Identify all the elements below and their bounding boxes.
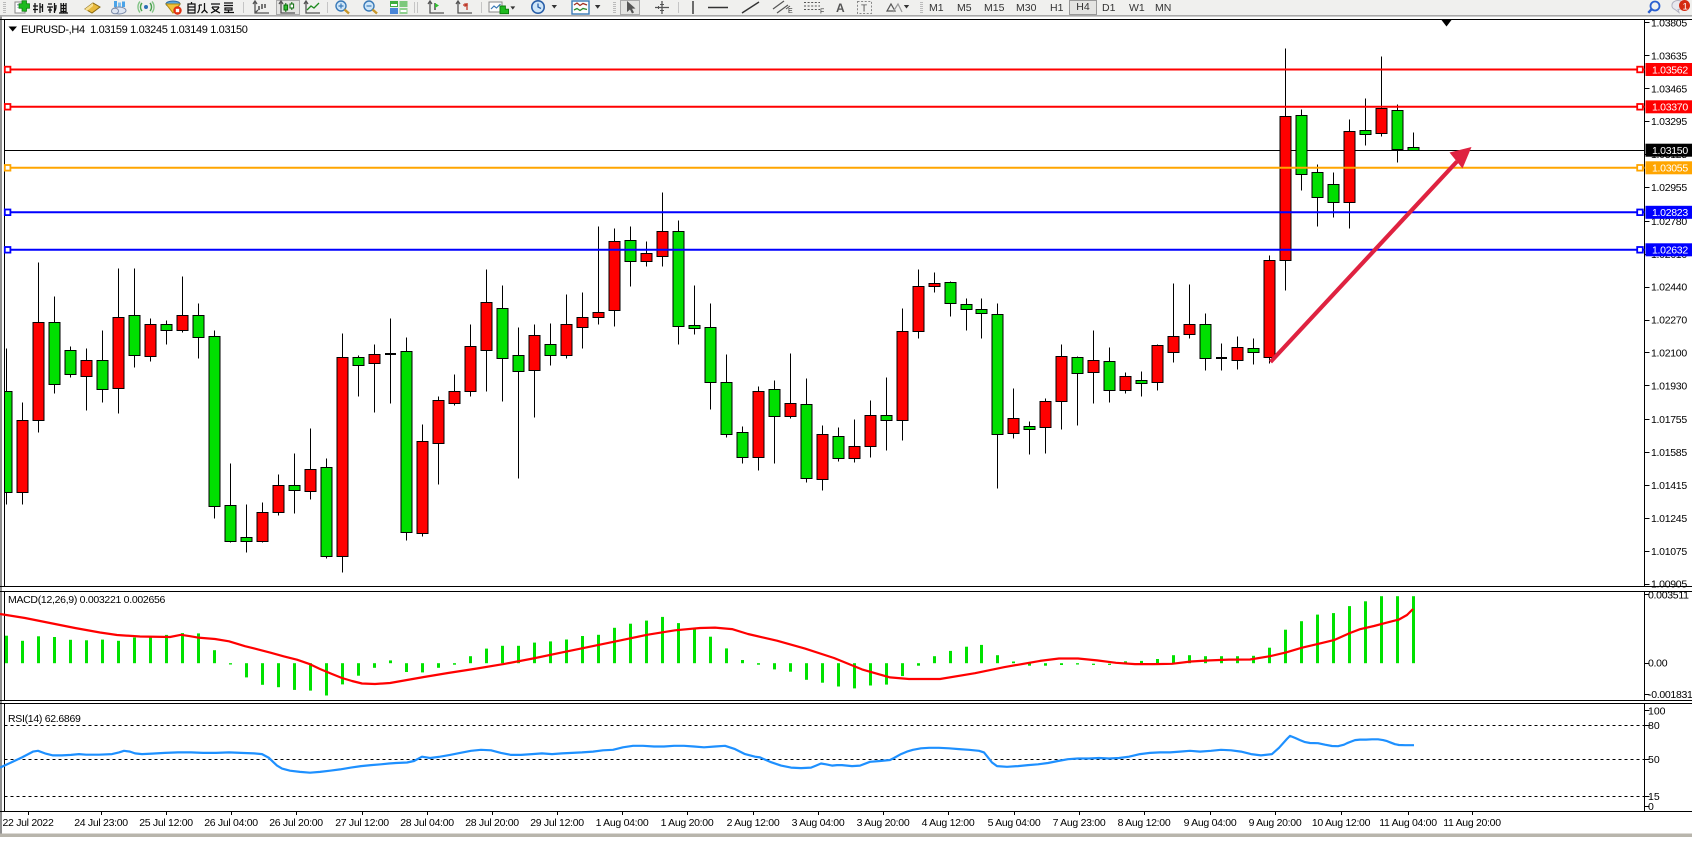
svg-text:1.01755: 1.01755	[1651, 414, 1687, 426]
svg-text:1.01415: 1.01415	[1651, 480, 1687, 492]
svg-text:1.03562: 1.03562	[1652, 64, 1688, 76]
svg-text:0.00: 0.00	[1648, 658, 1668, 670]
svg-text:11 Aug 04:00: 11 Aug 04:00	[1379, 817, 1437, 829]
svg-text:26 Jul 20:00: 26 Jul 20:00	[269, 817, 323, 829]
svg-text:EURUSD-,H4 1.03159 1.03245 1.: EURUSD-,H4 1.03159 1.03245 1.03149 1.031…	[21, 24, 248, 36]
svg-text:E: E	[788, 8, 793, 15]
svg-text:1.03150: 1.03150	[1652, 145, 1688, 157]
svg-text:4 Aug 12:00: 4 Aug 12:00	[922, 817, 975, 829]
svg-text:1.03055: 1.03055	[1652, 163, 1688, 175]
svg-text:8 Aug 12:00: 8 Aug 12:00	[1118, 817, 1171, 829]
svg-text:1.02955: 1.02955	[1651, 182, 1687, 194]
svg-text:T: T	[861, 4, 867, 15]
svg-text:9 Aug 04:00: 9 Aug 04:00	[1184, 817, 1237, 829]
svg-text:1.01585: 1.01585	[1651, 447, 1687, 459]
svg-text:10 Aug 12:00: 10 Aug 12:00	[1312, 817, 1371, 829]
svg-text:24 Jul 23:00: 24 Jul 23:00	[74, 817, 128, 829]
svg-text:1.02632: 1.02632	[1652, 245, 1688, 257]
svg-text:28 Jul 20:00: 28 Jul 20:00	[465, 817, 519, 829]
svg-text:5 Aug 04:00: 5 Aug 04:00	[988, 817, 1041, 829]
svg-text:1.02100: 1.02100	[1651, 348, 1687, 360]
svg-text:1 Aug 04:00: 1 Aug 04:00	[596, 817, 649, 829]
svg-text:1.02440: 1.02440	[1651, 282, 1687, 294]
svg-text:-0.001831: -0.001831	[1648, 689, 1692, 701]
svg-text:1.03370: 1.03370	[1652, 102, 1688, 114]
svg-text:50: 50	[1648, 754, 1660, 766]
svg-text:1.01245: 1.01245	[1651, 513, 1687, 525]
svg-text:3 Aug 04:00: 3 Aug 04:00	[792, 817, 845, 829]
svg-text:29 Jul 12:00: 29 Jul 12:00	[530, 817, 584, 829]
svg-text:1.03465: 1.03465	[1651, 83, 1687, 95]
svg-text:7 Aug 23:00: 7 Aug 23:00	[1053, 817, 1106, 829]
svg-text:26 Jul 04:00: 26 Jul 04:00	[204, 817, 258, 829]
svg-text:1.02270: 1.02270	[1651, 315, 1687, 327]
svg-text:27 Jul 12:00: 27 Jul 12:00	[335, 817, 389, 829]
svg-text:RSI(14) 62.6869: RSI(14) 62.6869	[8, 713, 81, 725]
svg-text:11 Aug 20:00: 11 Aug 20:00	[1443, 817, 1501, 829]
svg-text:25 Jul 12:00: 25 Jul 12:00	[139, 817, 193, 829]
svg-text:0: 0	[1648, 801, 1654, 813]
svg-text:F: F	[820, 9, 824, 16]
svg-text:28 Jul 04:00: 28 Jul 04:00	[400, 817, 454, 829]
svg-text:MACD(12,26,9) 0.003221 0.00265: MACD(12,26,9) 0.003221 0.002656	[8, 594, 166, 606]
svg-text:1.02823: 1.02823	[1652, 207, 1688, 219]
svg-text:22 Jul 2022: 22 Jul 2022	[3, 817, 54, 829]
svg-text:1: 1	[1683, 2, 1688, 13]
svg-text:0.003511: 0.003511	[1648, 590, 1689, 602]
svg-text:1.01930: 1.01930	[1651, 380, 1687, 392]
svg-text:1.03805: 1.03805	[1651, 18, 1687, 30]
svg-text:1 Aug 20:00: 1 Aug 20:00	[661, 817, 714, 829]
svg-text:100: 100	[1648, 706, 1666, 718]
svg-text:80: 80	[1648, 720, 1660, 732]
svg-text:1.03295: 1.03295	[1651, 116, 1687, 128]
svg-text:9 Aug 20:00: 9 Aug 20:00	[1249, 817, 1302, 829]
svg-text:3 Aug 20:00: 3 Aug 20:00	[857, 817, 910, 829]
svg-text:1.03635: 1.03635	[1651, 50, 1687, 62]
svg-text:2 Aug 12:00: 2 Aug 12:00	[727, 817, 780, 829]
svg-text:1.01075: 1.01075	[1651, 546, 1687, 558]
